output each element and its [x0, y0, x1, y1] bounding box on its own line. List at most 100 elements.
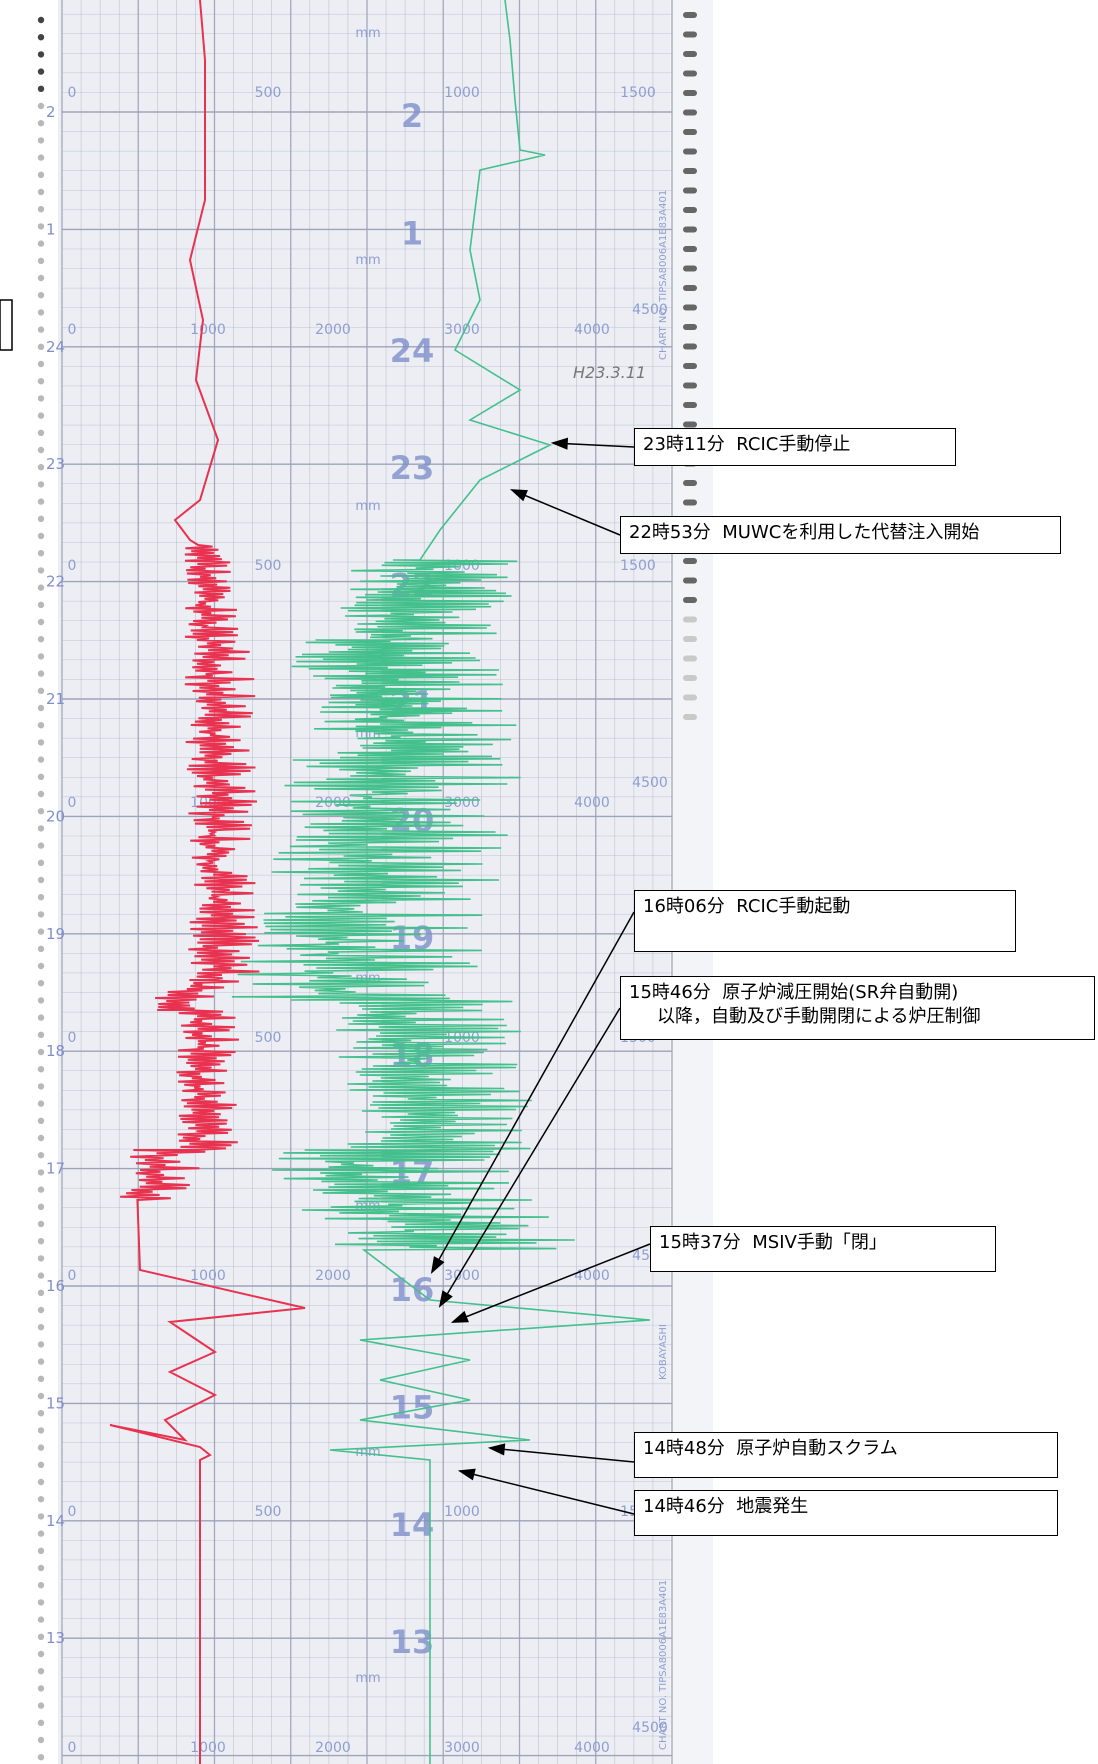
- feed-hole: [37, 1513, 45, 1520]
- unit-label: mm: [355, 26, 380, 41]
- feed-hole: [37, 326, 45, 333]
- feed-hole: [37, 309, 45, 316]
- arrow-scram-line: [489, 1447, 635, 1463]
- level-scale-label: 0: [68, 558, 77, 574]
- sprocket-hole: [683, 577, 697, 584]
- hour-label-small: 20: [46, 807, 65, 825]
- feed-hole: [37, 1754, 45, 1761]
- feed-hole: [37, 1427, 45, 1434]
- feed-hole: [37, 1530, 45, 1537]
- chart-number-top: CHART NO. TIPSA8006A1E83A401: [658, 190, 669, 360]
- sprocket-hole: [683, 694, 697, 701]
- level-scale-label: 1000: [444, 1504, 480, 1520]
- feed-hole: [37, 1496, 45, 1503]
- sprocket-hole: [683, 343, 697, 350]
- feed-hole: [37, 1031, 45, 1039]
- feed-hole: [37, 1392, 45, 1400]
- feed-hole: [37, 1358, 45, 1365]
- feed-hole: [37, 962, 45, 970]
- sprocket-hole: [683, 480, 697, 486]
- feed-hole: [37, 670, 45, 677]
- level-scale-label: 500: [255, 1504, 282, 1520]
- feed-hole: [37, 1633, 45, 1641]
- feed-hole: [37, 636, 45, 643]
- feed-hole: [37, 429, 45, 436]
- annotation-msiv-close: 15時37分 MSIV手動「閉」: [650, 1226, 996, 1272]
- feed-hole: [37, 102, 45, 110]
- sprocket-hole: [683, 51, 697, 57]
- level-scale-label: 1000: [444, 85, 480, 101]
- feed-hole: [37, 1582, 45, 1589]
- feed-hole: [37, 1736, 45, 1744]
- annotation-arrows: [430, 437, 651, 1515]
- sprocket-hole: [683, 402, 697, 408]
- annotation-text: 原子炉減圧開始(SR弁自動開): [722, 982, 959, 1003]
- reactor-water-level-trace: [109, 0, 306, 1764]
- annotation-scram: 14時48分 原子炉自動スクラム: [634, 1432, 1058, 1478]
- feed-hole: [37, 412, 45, 419]
- feed-hole: [37, 704, 45, 712]
- pressure-scale-label: 0: [68, 322, 77, 338]
- feed-hole: [37, 1306, 45, 1314]
- feed-hole: [37, 1255, 45, 1262]
- feed-hole: [37, 1220, 45, 1228]
- feed-hole: [37, 1048, 45, 1056]
- feed-hole: [37, 343, 45, 350]
- hour-label-large: 24: [390, 332, 435, 370]
- sprocket-hole: [683, 187, 697, 194]
- pressure-scale-label: 3000: [444, 322, 480, 338]
- hour-label-small: 16: [46, 1277, 65, 1295]
- feed-hole: [37, 1100, 45, 1107]
- annotation-time: 22時53分: [629, 522, 711, 543]
- unit-label: mm: [355, 253, 380, 268]
- feed-hole: [37, 1117, 45, 1125]
- level-scale-label: 1500: [620, 85, 656, 101]
- feed-hole: [37, 739, 45, 746]
- feed-hole: [37, 34, 45, 41]
- pressure-scale-label: 1000: [190, 1268, 226, 1284]
- feed-hole: [37, 1478, 45, 1486]
- hour-label-large: 16: [390, 1271, 435, 1309]
- level-scale-label: 0: [68, 85, 77, 101]
- feed-hole: [37, 1152, 45, 1159]
- annotation-text: 原子炉自動スクラム: [736, 1438, 898, 1459]
- annotation-text: MSIV手動「閉」: [752, 1232, 887, 1253]
- hour-label-small: 2: [46, 103, 56, 121]
- feed-hole: [37, 1014, 45, 1021]
- feed-hole: [37, 51, 45, 58]
- feed-hole: [37, 171, 45, 178]
- hour-label-small: 15: [46, 1394, 65, 1412]
- pressure-scale-label: 4000: [574, 1740, 610, 1756]
- feed-hole: [37, 1461, 45, 1469]
- arrow-msiv-close-head: [450, 1310, 469, 1323]
- annotation-time: 23時11分: [643, 434, 725, 455]
- feed-hole: [37, 842, 45, 849]
- pressure-scale-label: 2000: [315, 1740, 351, 1756]
- feed-hole: [37, 1650, 45, 1658]
- annotation-time: 14時46分: [643, 1496, 725, 1517]
- sprocket-hole: [683, 109, 697, 116]
- feed-hole: [37, 446, 45, 454]
- recorder-mark: KOBAYASHI: [658, 1324, 669, 1380]
- feed-hole: [37, 360, 45, 368]
- feed-hole: [37, 687, 45, 694]
- feed-hole: [37, 790, 45, 798]
- hour-label-large: 14: [390, 1506, 435, 1544]
- hour-label-small: 18: [46, 1042, 65, 1060]
- level-scale-label: 0: [68, 1030, 77, 1046]
- feed-hole: [37, 584, 45, 591]
- sprocket-hole: [683, 597, 697, 603]
- annotation-text: RCIC手動停止: [736, 434, 851, 455]
- feed-hole: [37, 395, 45, 402]
- pressure-scale-label: 2000: [315, 322, 351, 338]
- arrow-rcic-start-head: [430, 1256, 445, 1274]
- feed-hole: [37, 137, 45, 144]
- sprocket-hole: [683, 265, 697, 272]
- feed-hole: [37, 1341, 45, 1348]
- feed-hole: [37, 859, 45, 866]
- feed-hole: [37, 154, 45, 161]
- arrow-muwc-injection-line: [511, 489, 621, 536]
- feed-hole: [37, 1066, 45, 1073]
- annotation-text-line2: 以降，自動及び手動開閉による炉圧制御: [657, 1006, 981, 1027]
- handwritten-date: H23.3.11: [573, 363, 646, 382]
